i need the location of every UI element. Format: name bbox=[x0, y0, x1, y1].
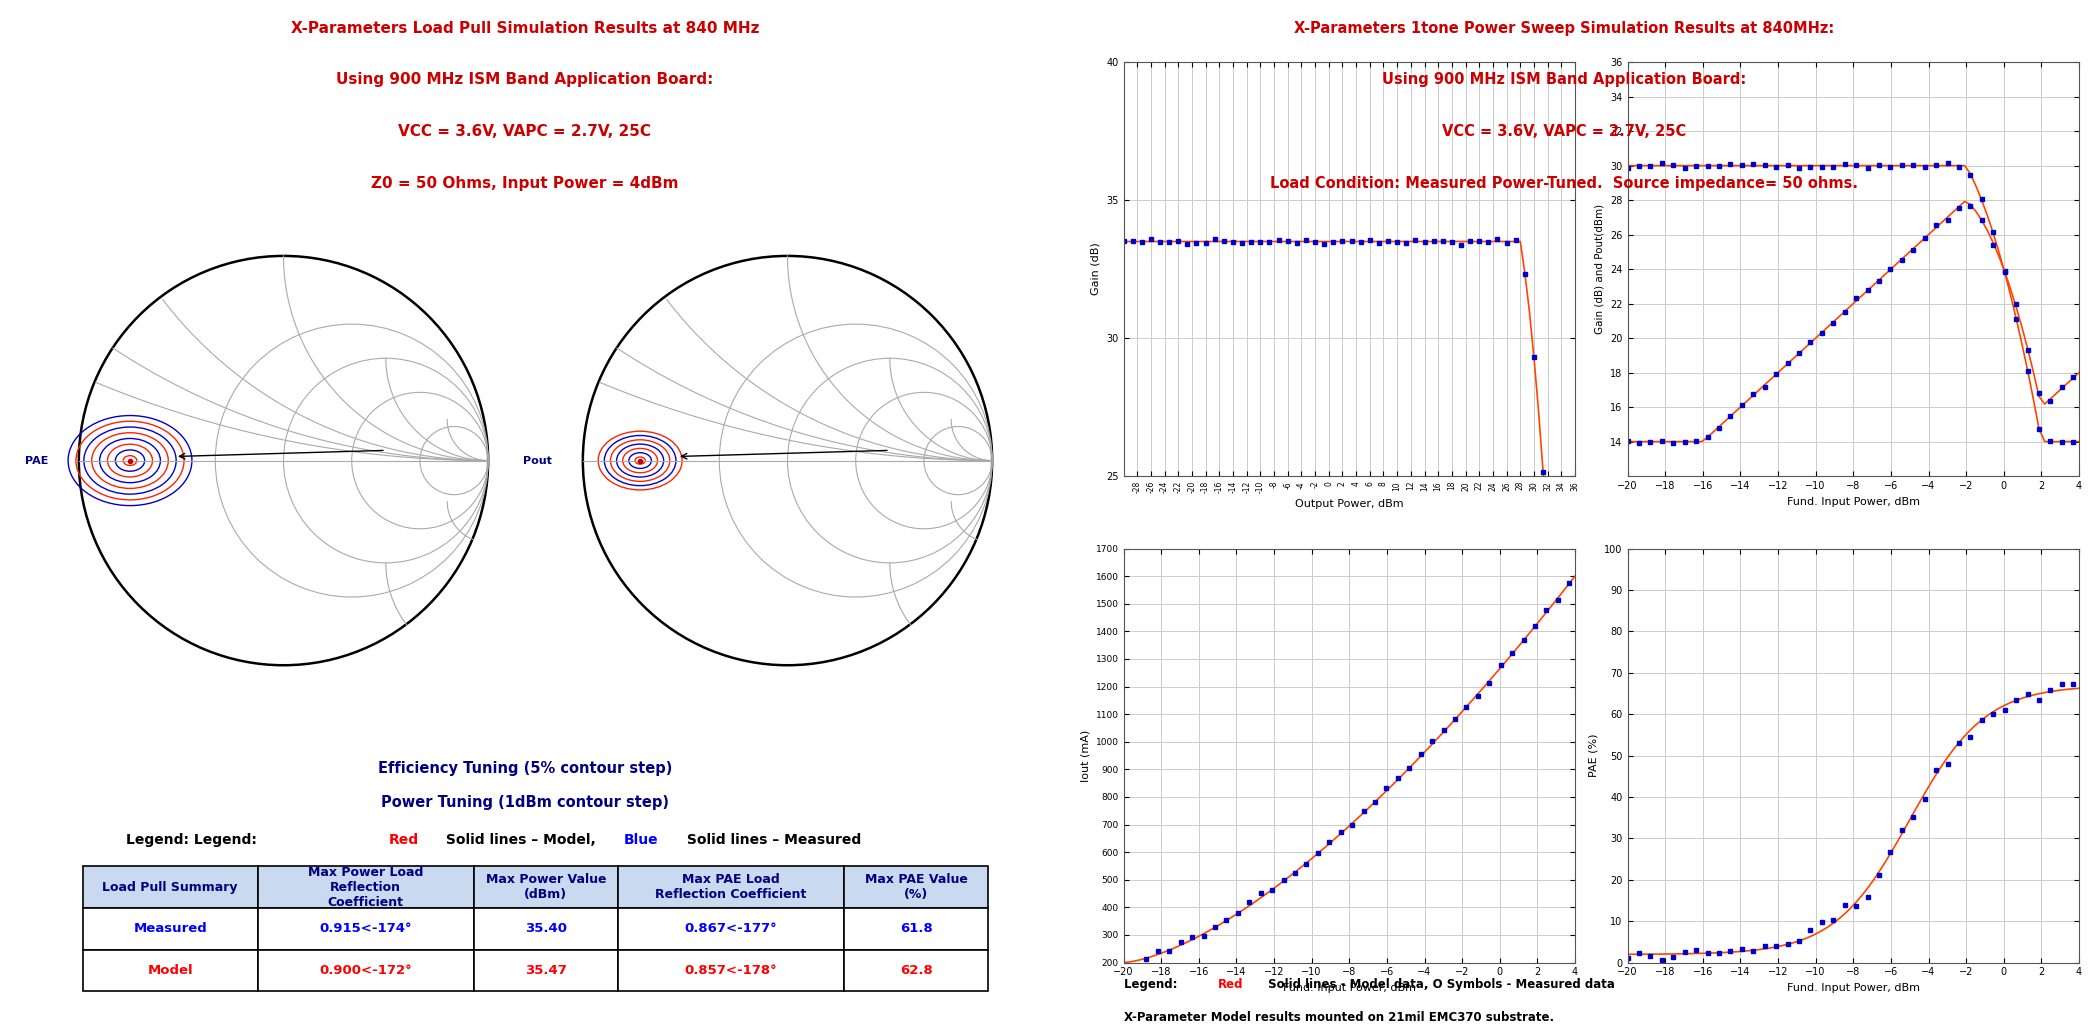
X-axis label: Fund. Input Power, dBm: Fund. Input Power, dBm bbox=[1787, 497, 1919, 506]
Text: Solid lines - Model data, O Symbols - Measured data: Solid lines - Model data, O Symbols - Me… bbox=[1264, 978, 1615, 992]
Text: X-Parameters 1tone Power Sweep Simulation Results at 840MHz:: X-Parameters 1tone Power Sweep Simulatio… bbox=[1294, 21, 1835, 35]
Text: Z0 = 50 Ohms, Input Power = 4dBm: Z0 = 50 Ohms, Input Power = 4dBm bbox=[372, 176, 678, 190]
X-axis label: Fund. Input Power, dBm: Fund. Input Power, dBm bbox=[1787, 983, 1919, 993]
X-axis label: Output Power, dBm: Output Power, dBm bbox=[1296, 499, 1403, 509]
Text: Legend:: Legend: bbox=[1124, 978, 1180, 992]
Text: VCC = 3.6V, VAPC = 2.7V, 25C: VCC = 3.6V, VAPC = 2.7V, 25C bbox=[1443, 124, 1686, 139]
Text: Solid lines – Measured: Solid lines – Measured bbox=[682, 833, 861, 848]
Text: Using 900 MHz ISM Band Application Board:: Using 900 MHz ISM Band Application Board… bbox=[1382, 72, 1747, 87]
Text: X-Parameter Model results mounted on 21mil EMC370 substrate.: X-Parameter Model results mounted on 21m… bbox=[1124, 1011, 1554, 1025]
Text: PAE: PAE bbox=[25, 455, 48, 466]
Text: Load Condition: Measured Power-Tuned.  Source impedance= 50 ohms.: Load Condition: Measured Power-Tuned. So… bbox=[1270, 176, 1858, 190]
Y-axis label: Gain (dB) and Pout(dBm): Gain (dB) and Pout(dBm) bbox=[1594, 204, 1604, 334]
Y-axis label: PAE (%): PAE (%) bbox=[1590, 734, 1598, 777]
Text: Red: Red bbox=[1218, 978, 1243, 992]
Y-axis label: Gain (dB): Gain (dB) bbox=[1090, 243, 1100, 295]
Text: Power Tuning (1dBm contour step): Power Tuning (1dBm contour step) bbox=[380, 795, 670, 809]
Text: Pout: Pout bbox=[523, 455, 552, 466]
Text: X-Parameters Load Pull Simulation Results at 840 MHz: X-Parameters Load Pull Simulation Result… bbox=[290, 21, 760, 35]
Text: Using 900 MHz ISM Band Application Board:: Using 900 MHz ISM Band Application Board… bbox=[336, 72, 714, 87]
X-axis label: Fund. Input Power, dBm: Fund. Input Power, dBm bbox=[1283, 983, 1415, 993]
Text: Blue: Blue bbox=[624, 833, 657, 848]
Text: Solid lines – Model,: Solid lines – Model, bbox=[441, 833, 601, 848]
Text: Efficiency Tuning (5% contour step): Efficiency Tuning (5% contour step) bbox=[378, 761, 672, 775]
Text: Red: Red bbox=[388, 833, 418, 848]
Y-axis label: Iout (mA): Iout (mA) bbox=[1079, 730, 1090, 781]
Text: Legend: Legend:: Legend: Legend: bbox=[126, 833, 262, 848]
Text: VCC = 3.6V, VAPC = 2.7V, 25C: VCC = 3.6V, VAPC = 2.7V, 25C bbox=[399, 124, 651, 139]
